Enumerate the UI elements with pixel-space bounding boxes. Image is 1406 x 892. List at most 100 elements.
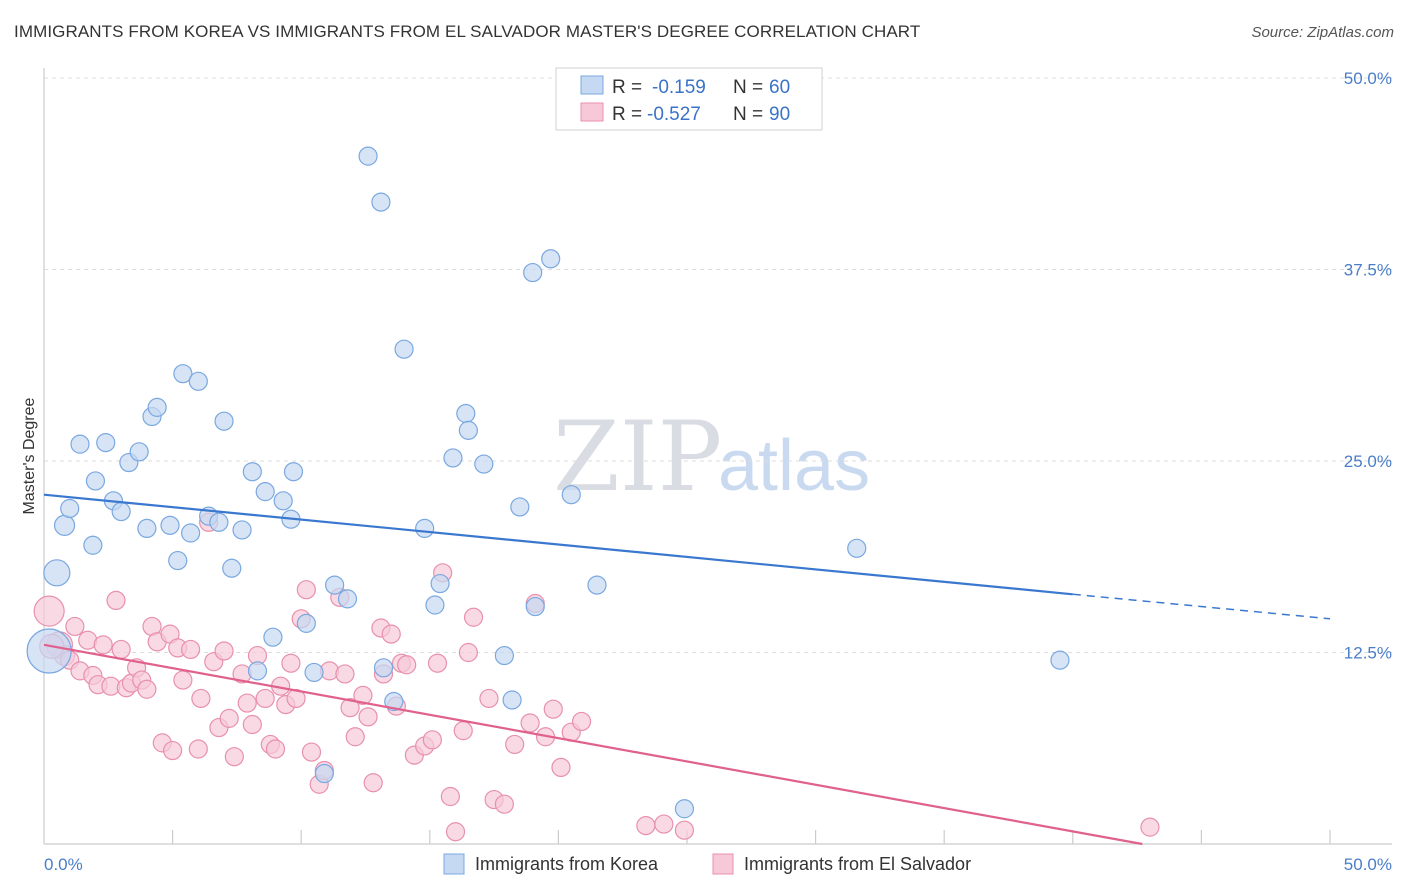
- korea-point: [111, 501, 131, 522]
- elsalvador-point: [674, 820, 695, 840]
- korea-point: [188, 371, 208, 391]
- korea-point: [674, 799, 695, 819]
- korea-point: [541, 249, 561, 269]
- elsalvador-point: [543, 699, 563, 719]
- elsalvador-point: [363, 773, 383, 793]
- elsalvador-point: [173, 670, 193, 690]
- legend-korea-n-label: N =: [733, 77, 763, 98]
- korea-point: [371, 192, 391, 212]
- korea-point: [70, 434, 90, 454]
- bottom-legend-elsalvador-swatch: [712, 853, 734, 875]
- y-tick-label: 12.5%: [1344, 644, 1392, 663]
- korea-point: [502, 690, 522, 710]
- elsalvador-point: [571, 711, 592, 732]
- korea-point: [456, 403, 476, 424]
- elsalvador-point: [181, 639, 201, 660]
- korea-point: [168, 550, 188, 571]
- korea-point: [415, 518, 435, 539]
- elsalvador-point: [335, 664, 355, 684]
- grid-lines: [44, 77, 1392, 653]
- korea-point: [394, 339, 414, 359]
- elsalvador-point: [458, 642, 478, 663]
- korea-point: [242, 462, 262, 482]
- elsalvador-point: [445, 822, 466, 842]
- korea-point: [494, 645, 514, 666]
- elsalvador-point: [551, 757, 571, 778]
- korea-point: [247, 661, 268, 681]
- elsalvador-point: [520, 713, 540, 733]
- elsalvador-point: [265, 739, 286, 759]
- legend-elsalvador-n-value: 90: [769, 104, 790, 125]
- y-tick-label: 25.0%: [1344, 452, 1392, 471]
- korea-point: [523, 262, 543, 283]
- elsalvador-point: [345, 727, 365, 747]
- korea-point: [561, 485, 581, 505]
- elsalvador-point: [296, 580, 316, 600]
- korea-point: [209, 512, 229, 532]
- trend-lines: [43, 493, 1331, 846]
- legend-korea-r-value: -0.159: [652, 77, 706, 98]
- korea-point: [83, 535, 103, 555]
- korea-point: [384, 691, 404, 712]
- korea-point: [53, 514, 76, 536]
- chart-title: IMMIGRANTS FROM KOREA VS IMMIGRANTS FROM…: [14, 22, 921, 41]
- elsalvador-point: [353, 685, 373, 705]
- korea-point: [255, 482, 275, 502]
- chart-source[interactable]: Source: ZipAtlas.com: [1251, 24, 1394, 41]
- elsalvador-point: [636, 816, 656, 836]
- elsalvador-point: [65, 616, 85, 637]
- korea-point: [314, 763, 334, 784]
- elsalvador-point: [340, 698, 360, 718]
- y-tick-label: 50.0%: [1344, 69, 1392, 88]
- legend-korea-swatch: [580, 75, 604, 95]
- elsalvador-point: [422, 730, 442, 750]
- x-tick-label-max: 50.0%: [1344, 855, 1392, 874]
- korea-point: [273, 491, 293, 511]
- korea-point: [458, 420, 478, 440]
- korea-point: [373, 658, 394, 678]
- korea-point: [160, 515, 180, 535]
- elsalvador-point: [237, 693, 257, 713]
- elsalvador-point: [397, 655, 417, 675]
- korea-point: [137, 518, 157, 539]
- korea-point: [60, 498, 80, 519]
- korea-point: [214, 411, 234, 431]
- elsalvador-point: [93, 635, 113, 655]
- korea-point: [296, 613, 316, 633]
- elsalvador-point: [505, 734, 525, 755]
- korea-point: [425, 595, 445, 615]
- korea-point: [85, 471, 106, 491]
- korea-point: [222, 558, 242, 578]
- korea-point: [587, 575, 607, 595]
- korea-trend-extension: [1072, 593, 1331, 620]
- korea-point: [358, 146, 378, 166]
- data-points: [26, 146, 1160, 842]
- elsalvador-point: [358, 707, 378, 727]
- korea-point: [525, 596, 545, 617]
- korea-point: [510, 497, 530, 517]
- korea-point: [847, 538, 867, 558]
- y-tick-label: 37.5%: [1344, 261, 1392, 280]
- elsalvador-point: [191, 688, 211, 709]
- elsalvador-point: [494, 794, 514, 814]
- elsalvador-point: [111, 639, 131, 660]
- korea-point: [430, 573, 450, 594]
- korea-point: [263, 627, 283, 647]
- korea-point: [232, 520, 252, 540]
- elsalvador-point: [255, 688, 275, 709]
- watermark-zip: ZIP: [553, 401, 722, 513]
- korea-trend-line: [43, 493, 1073, 596]
- korea-point: [147, 397, 167, 417]
- korea-point: [1050, 650, 1070, 670]
- korea-point: [181, 523, 201, 543]
- axes: [43, 68, 1392, 845]
- korea-point: [325, 575, 345, 595]
- bottom-legend-korea-label: Immigrants from Korea: [475, 854, 659, 874]
- korea-point: [443, 448, 463, 468]
- bottom-legend-elsalvador-label: Immigrants from El Salvador: [744, 854, 971, 874]
- elsalvador-point: [224, 747, 244, 767]
- elsalvador-point: [479, 688, 499, 709]
- elsalvador-point: [219, 708, 239, 728]
- y-axis-title: Master's Degree: [21, 397, 38, 514]
- bottom-legend-korea-swatch: [443, 853, 465, 875]
